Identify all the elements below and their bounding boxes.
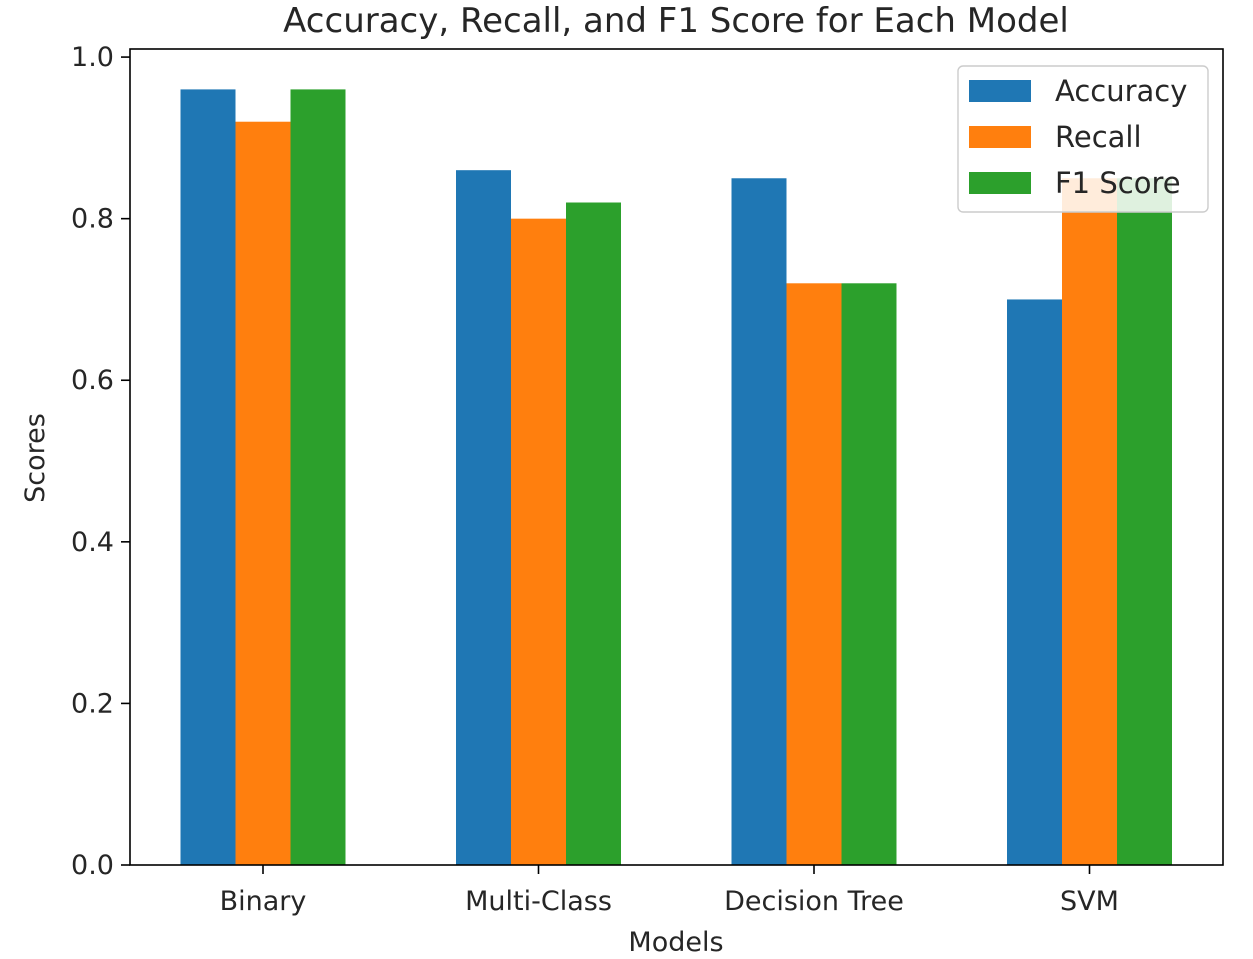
- y-tick-label: 0.2: [71, 688, 114, 719]
- bar-accuracy-svm: [1007, 299, 1062, 865]
- y-axis-ticks: 0.0 0.2 0.4 0.6 0.8 1.0: [71, 42, 130, 881]
- legend-swatch-recall: [969, 126, 1031, 148]
- legend-label-accuracy: Accuracy: [1055, 74, 1187, 108]
- x-axis-label: Models: [628, 927, 723, 955]
- legend-swatch-f1-score: [969, 172, 1031, 194]
- y-tick-label: 0.4: [71, 527, 114, 558]
- bar-recall-svm: [1062, 178, 1117, 865]
- legend-label-f1-score: F1 Score: [1055, 166, 1181, 200]
- x-axis-ticks: Binary Multi-Class Decision Tree SVM: [220, 865, 1119, 917]
- x-tick-label: Multi-Class: [465, 886, 612, 917]
- bar-recall-binary: [235, 121, 291, 865]
- x-tick-label: Decision Tree: [724, 886, 904, 917]
- x-tick-label: Binary: [220, 886, 307, 917]
- y-tick-label: 0.6: [71, 365, 114, 396]
- y-axis-label: Scores: [20, 413, 51, 503]
- y-tick-label: 0.8: [71, 204, 114, 235]
- bar-f1-score-multi-class: [566, 202, 621, 865]
- y-tick-label: 0.0: [71, 850, 114, 881]
- bar-f1-score-decision-tree: [841, 283, 897, 866]
- x-tick-label: SVM: [1060, 886, 1119, 917]
- bar-accuracy-binary: [180, 89, 236, 865]
- bar-f1-score-svm: [1117, 178, 1172, 865]
- bars-layer: [180, 89, 1172, 866]
- legend-swatch-accuracy: [969, 80, 1031, 102]
- chart-title: Accuracy, Recall, and F1 Score for Each …: [283, 1, 1069, 41]
- bar-f1-score-binary: [290, 89, 346, 865]
- y-tick-label: 1.0: [71, 42, 114, 73]
- legend: Accuracy Recall F1 Score: [957, 65, 1209, 213]
- plot-frame: [129, 48, 1224, 866]
- bar-recall-decision-tree: [786, 283, 842, 866]
- bar-recall-multi-class: [511, 218, 566, 866]
- bar-accuracy-multi-class: [456, 170, 511, 866]
- legend-label-recall: Recall: [1055, 120, 1142, 154]
- bar-accuracy-decision-tree: [731, 178, 787, 865]
